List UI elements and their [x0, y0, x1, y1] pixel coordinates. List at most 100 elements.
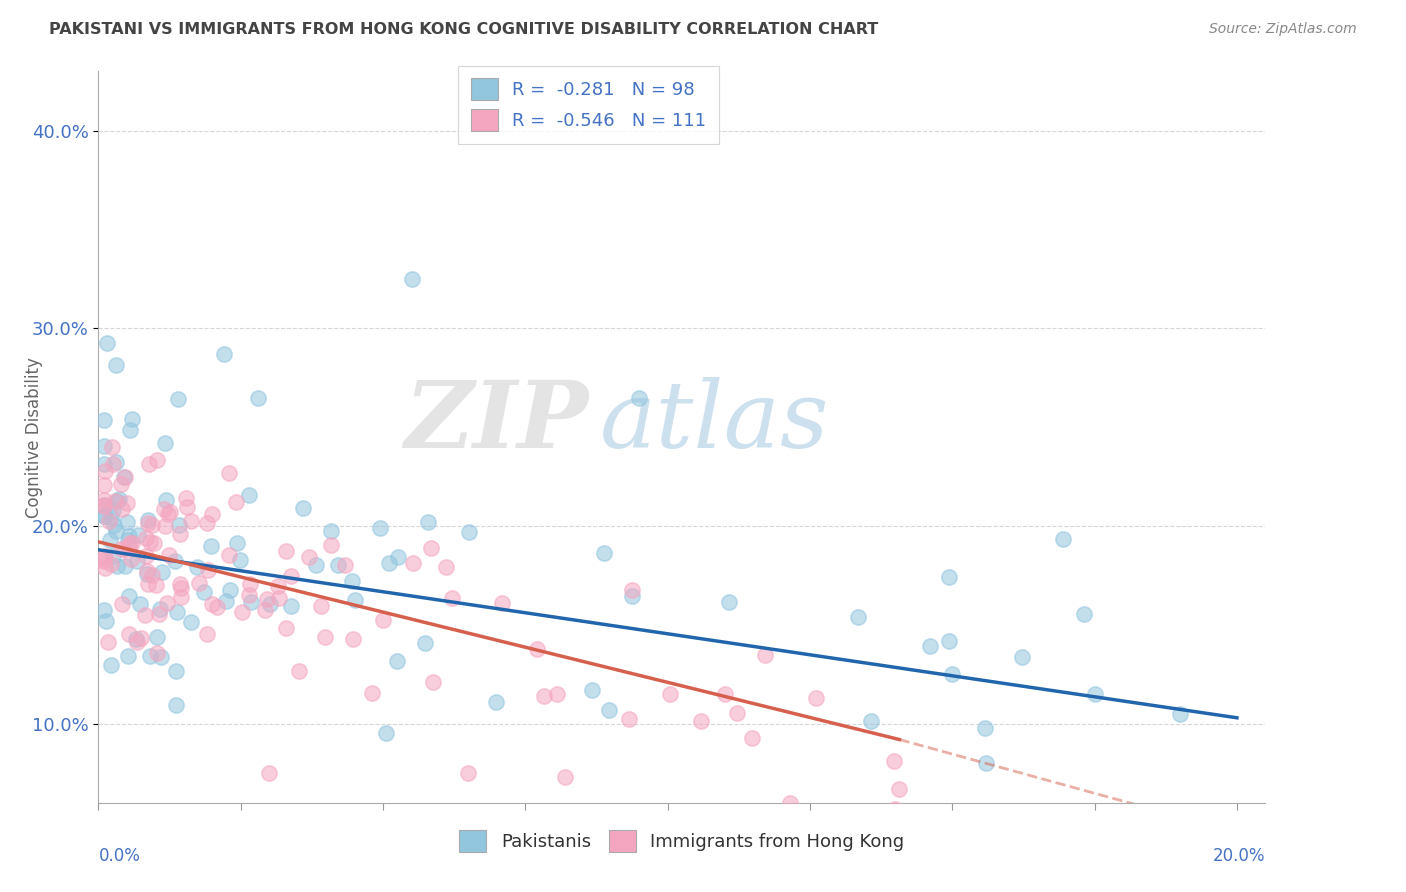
Point	[215, 593, 238, 607]
Point	[111, 597, 134, 611]
Point	[422, 675, 444, 690]
Point	[319, 524, 342, 538]
Point	[127, 528, 149, 542]
Point	[165, 664, 187, 678]
Point	[165, 698, 187, 713]
Point	[280, 569, 302, 583]
Point	[169, 527, 191, 541]
Point	[201, 507, 224, 521]
Point	[741, 731, 763, 745]
Text: 0.0%: 0.0%	[98, 847, 141, 864]
Point	[418, 516, 440, 530]
Point	[155, 493, 177, 508]
Point	[225, 495, 247, 509]
Point	[457, 766, 479, 780]
Point	[846, 610, 869, 624]
Point	[166, 605, 188, 619]
Point	[259, 597, 281, 611]
Point	[139, 535, 162, 549]
Point	[134, 607, 156, 622]
Point	[918, 639, 941, 653]
Point	[387, 549, 409, 564]
Point	[105, 494, 128, 508]
Point	[93, 602, 115, 616]
Point	[114, 558, 136, 573]
Point	[107, 491, 129, 506]
Point	[121, 536, 143, 550]
Point	[146, 453, 169, 467]
Point	[305, 558, 328, 572]
Point	[267, 591, 290, 605]
Point	[402, 556, 425, 570]
Point	[93, 413, 115, 427]
Point	[974, 756, 997, 771]
Point	[104, 524, 127, 538]
Point	[156, 508, 179, 522]
Point	[617, 712, 640, 726]
Point	[114, 542, 136, 557]
Point	[628, 391, 651, 405]
Point	[457, 524, 479, 539]
Point	[120, 552, 142, 566]
Legend: Pakistanis, Immigrants from Hong Kong: Pakistanis, Immigrants from Hong Kong	[451, 823, 912, 860]
Point	[135, 549, 157, 563]
Point	[218, 548, 240, 562]
Point	[117, 533, 139, 548]
Point	[141, 517, 163, 532]
Point	[690, 714, 713, 728]
Point	[205, 600, 228, 615]
Point	[93, 498, 115, 512]
Point	[370, 521, 392, 535]
Point	[420, 541, 443, 555]
Point	[169, 577, 191, 591]
Point	[621, 583, 644, 598]
Point	[94, 549, 117, 563]
Point	[145, 577, 167, 591]
Point	[546, 687, 568, 701]
Point	[554, 770, 576, 784]
Point	[93, 509, 115, 524]
Point	[239, 594, 262, 608]
Point	[150, 649, 173, 664]
Point	[157, 548, 180, 562]
Point	[200, 539, 222, 553]
Point	[533, 690, 555, 704]
Point	[165, 554, 187, 568]
Point	[598, 703, 620, 717]
Point	[180, 615, 202, 630]
Point	[292, 501, 315, 516]
Point	[135, 531, 157, 545]
Point	[441, 591, 464, 605]
Point	[658, 687, 681, 701]
Point	[371, 613, 394, 627]
Point	[274, 621, 297, 635]
Point	[129, 631, 152, 645]
Point	[136, 577, 159, 591]
Point	[112, 470, 135, 484]
Text: ZIP: ZIP	[405, 377, 589, 467]
Point	[153, 519, 176, 533]
Point	[101, 503, 124, 517]
Point	[319, 538, 342, 552]
Point	[1073, 607, 1095, 621]
Point	[344, 592, 367, 607]
Point	[135, 567, 157, 582]
Point	[101, 549, 124, 563]
Point	[889, 781, 911, 796]
Point	[280, 599, 302, 613]
Point	[859, 714, 882, 729]
Point	[375, 725, 398, 739]
Point	[118, 589, 141, 603]
Point	[257, 766, 280, 780]
Point	[180, 515, 202, 529]
Point	[100, 658, 122, 673]
Point	[111, 502, 134, 516]
Text: Cognitive Disability: Cognitive Disability	[25, 357, 44, 517]
Point	[485, 695, 508, 709]
Point	[117, 649, 139, 664]
Point	[121, 411, 143, 425]
Point	[187, 575, 209, 590]
Point	[97, 514, 120, 528]
Point	[218, 582, 240, 597]
Point	[238, 488, 260, 502]
